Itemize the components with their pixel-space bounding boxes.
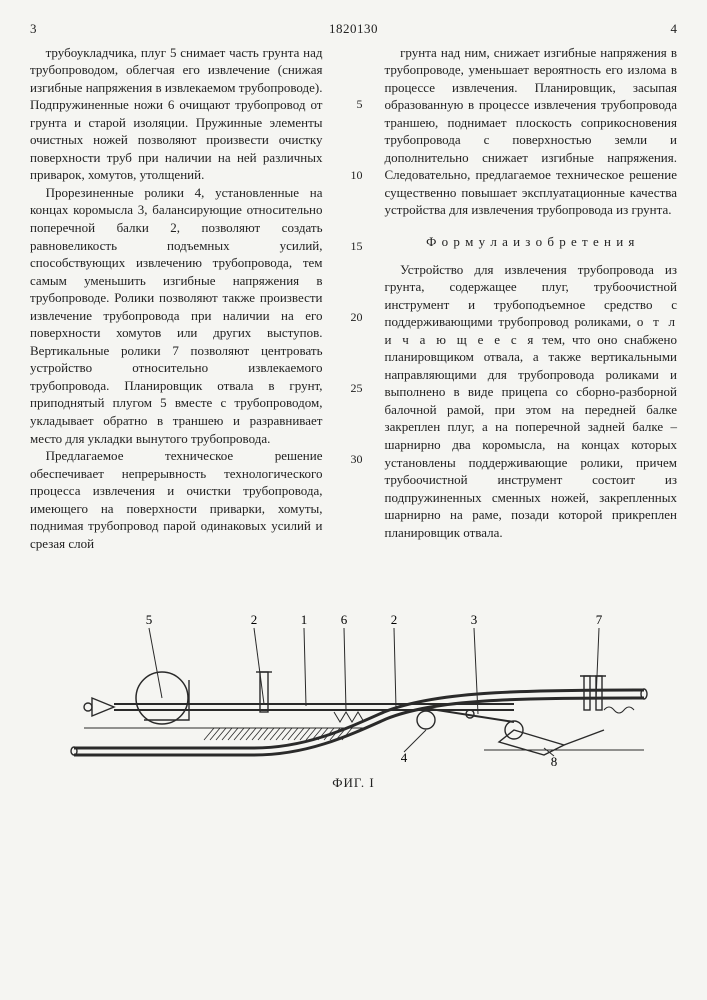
left-column: трубоукладчика, плуг 5 снимает часть гру… bbox=[30, 44, 323, 553]
ln-30: 30 bbox=[345, 451, 363, 467]
ln-10: 10 bbox=[345, 167, 363, 183]
svg-text:2: 2 bbox=[250, 612, 257, 627]
right-claim: Устройство для извлечения трубопровода и… bbox=[385, 261, 678, 542]
svg-text:8: 8 bbox=[550, 754, 557, 769]
formula-title: Ф о р м у л а и з о б р е т е н и я bbox=[385, 233, 678, 251]
text-columns: трубоукладчика, плуг 5 снимает часть гру… bbox=[30, 44, 677, 553]
svg-text:6: 6 bbox=[340, 612, 347, 627]
claim-a: Устройство для извлечения трубопровода и… bbox=[385, 262, 678, 330]
left-p1: трубоукладчика, плуг 5 снимает часть гру… bbox=[30, 44, 323, 184]
figure-svg: 521623748 bbox=[44, 580, 664, 770]
line-number-gutter: 5 10 15 20 25 30 bbox=[345, 44, 363, 553]
ln-15: 15 bbox=[345, 238, 363, 254]
left-p2: Прорезиненные ролики 4, установленные на… bbox=[30, 184, 323, 447]
svg-text:5: 5 bbox=[145, 612, 152, 627]
ln-5: 5 bbox=[345, 96, 363, 112]
claim-c: тем, что оно снабжено планировщиком отва… bbox=[385, 332, 678, 540]
right-p1: грунта над ним, снижает изгибные напряже… bbox=[385, 44, 678, 219]
svg-text:7: 7 bbox=[595, 612, 602, 627]
figure-1: 521623748 ФИГ. I bbox=[30, 580, 677, 792]
right-column: грунта над ним, снижает изгибные напряже… bbox=[385, 44, 678, 553]
page-header: 3 1820130 4 bbox=[30, 20, 677, 38]
left-p3: Предлагаемое техническое решение обеспеч… bbox=[30, 447, 323, 552]
svg-text:1: 1 bbox=[300, 612, 307, 627]
svg-text:3: 3 bbox=[470, 612, 477, 627]
page-no-right: 4 bbox=[671, 20, 678, 38]
ln-25: 25 bbox=[345, 380, 363, 396]
svg-text:2: 2 bbox=[390, 612, 397, 627]
patent-number: 1820130 bbox=[37, 20, 671, 38]
ln-20: 20 bbox=[345, 309, 363, 325]
figure-caption: ФИГ. I bbox=[30, 774, 677, 792]
